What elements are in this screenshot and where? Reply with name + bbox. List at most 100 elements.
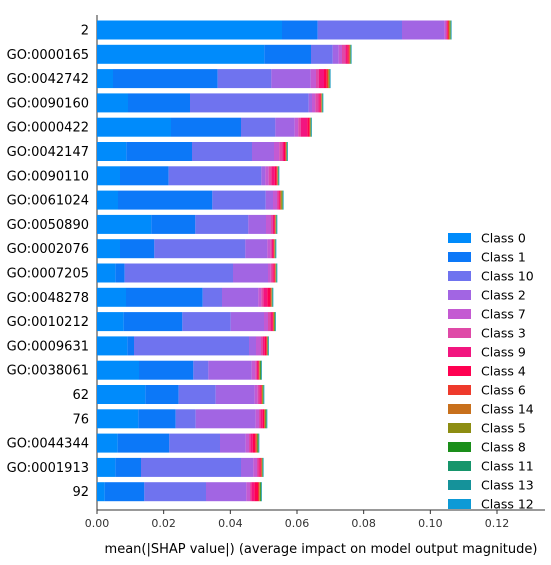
bar-segment — [275, 117, 295, 137]
legend-label: Class 0 — [481, 231, 526, 246]
y-tick-label: GO:0000422 — [7, 121, 89, 136]
bar-segment — [123, 312, 183, 332]
bar-segment — [267, 287, 270, 307]
y-tick-labels: 2 GO:0000165 GO:0042742 GO:0090160 GO:000042… — [7, 24, 89, 501]
bar-segment — [97, 190, 118, 210]
bar-segment — [259, 457, 261, 477]
bar-segment — [195, 409, 256, 429]
bar-segment — [258, 482, 260, 502]
bar-segment — [97, 214, 152, 234]
bar-segment — [257, 457, 259, 477]
y-tick-label: GO:0048278 — [7, 291, 89, 306]
x-tick-label: 0.10 — [418, 517, 443, 530]
y-tick-label: GO:0090160 — [7, 96, 89, 111]
bar-segment — [128, 93, 190, 113]
x-tick-label: 0.02 — [151, 517, 176, 530]
bar-segment — [262, 385, 263, 404]
x-tick-label: 0.04 — [218, 517, 243, 530]
bar-segment — [280, 190, 281, 210]
bar-segment — [249, 433, 251, 453]
legend-swatch — [448, 233, 471, 243]
bar-segment — [311, 44, 333, 64]
y-tick-label: GO:0061024 — [7, 194, 89, 209]
bar-segment — [266, 214, 271, 234]
bar-segment — [97, 69, 113, 89]
bar-segment — [446, 20, 447, 40]
bar-segment — [274, 312, 275, 332]
legend-label: Class 10 — [481, 269, 534, 284]
bar-segment — [444, 20, 446, 40]
bar-segment — [264, 336, 267, 356]
bar-segment — [315, 93, 319, 113]
bar-segment — [265, 190, 273, 210]
bar-segment — [202, 287, 222, 307]
bar-segment — [253, 457, 257, 477]
bar-segment — [261, 166, 266, 186]
bar-segment — [282, 142, 284, 161]
bar-segment — [248, 214, 266, 234]
bar-segment — [270, 239, 272, 259]
bar-segment — [104, 482, 145, 502]
bar-segment — [257, 360, 258, 380]
bar-segment — [324, 69, 327, 89]
bar-segment — [175, 409, 196, 429]
bar-segment — [220, 433, 246, 453]
bar-segment — [274, 263, 276, 283]
y-tick-label: 76 — [72, 412, 89, 427]
legend-label: Class 8 — [481, 440, 526, 455]
bar-segment — [319, 93, 321, 113]
bar-segment — [265, 409, 266, 429]
bar-segment — [312, 93, 316, 113]
bar-segment — [127, 336, 134, 356]
bar-segment — [97, 312, 124, 332]
legend-label: Class 5 — [481, 421, 526, 436]
legend-swatch — [448, 480, 471, 490]
bar-segment — [257, 433, 258, 453]
legend-label: Class 3 — [481, 326, 526, 341]
bar-segment — [261, 336, 263, 356]
y-tick-label: GO:0009631 — [7, 339, 89, 354]
bar-segment — [273, 214, 274, 234]
bar-segment — [448, 20, 449, 40]
bar-segment — [134, 336, 249, 356]
bar-segment — [206, 482, 247, 502]
y-tick-label: GO:0050890 — [7, 218, 89, 233]
bar-segment — [251, 482, 255, 502]
bar-segment — [245, 239, 268, 259]
legend-swatch — [448, 347, 471, 357]
bar-segment — [97, 482, 105, 502]
bar-segment — [326, 69, 328, 89]
bar-segment — [332, 44, 339, 64]
bar-segment — [97, 166, 120, 186]
bar-segment — [258, 360, 260, 380]
bar-segment — [270, 312, 273, 332]
bar-segment — [97, 433, 118, 453]
bar-segment — [310, 69, 316, 89]
bar-segment — [233, 263, 268, 283]
bar-segment — [260, 409, 263, 429]
bar-segment — [449, 20, 451, 40]
legend-label: Class 14 — [481, 402, 534, 417]
bar-segment — [217, 69, 272, 89]
bar-segment — [182, 312, 231, 332]
bar-segment — [273, 239, 275, 259]
legend-label: Class 9 — [481, 345, 526, 360]
y-tick-label: GO:0000165 — [7, 48, 89, 63]
bar-segment — [342, 44, 346, 64]
bar-segment — [141, 457, 241, 477]
y-tick-label: GO:0010212 — [7, 315, 89, 330]
bar-segment — [195, 214, 249, 234]
bar-segment — [120, 166, 169, 186]
bar-segment — [97, 142, 127, 161]
bar-segment — [260, 457, 262, 477]
y-tick-label: 62 — [72, 388, 89, 403]
bar-segment — [117, 433, 170, 453]
bar-segment — [273, 239, 274, 259]
bar-segment — [171, 117, 241, 137]
bar-segment — [338, 44, 342, 64]
y-tick-label: 92 — [72, 485, 89, 500]
legend-swatch — [448, 385, 471, 395]
bar-segment — [115, 457, 141, 477]
legend-swatch — [448, 271, 471, 281]
legend: Class 0 Class 1 Class 10 Class 2 Class 7 Clas… — [448, 231, 534, 512]
